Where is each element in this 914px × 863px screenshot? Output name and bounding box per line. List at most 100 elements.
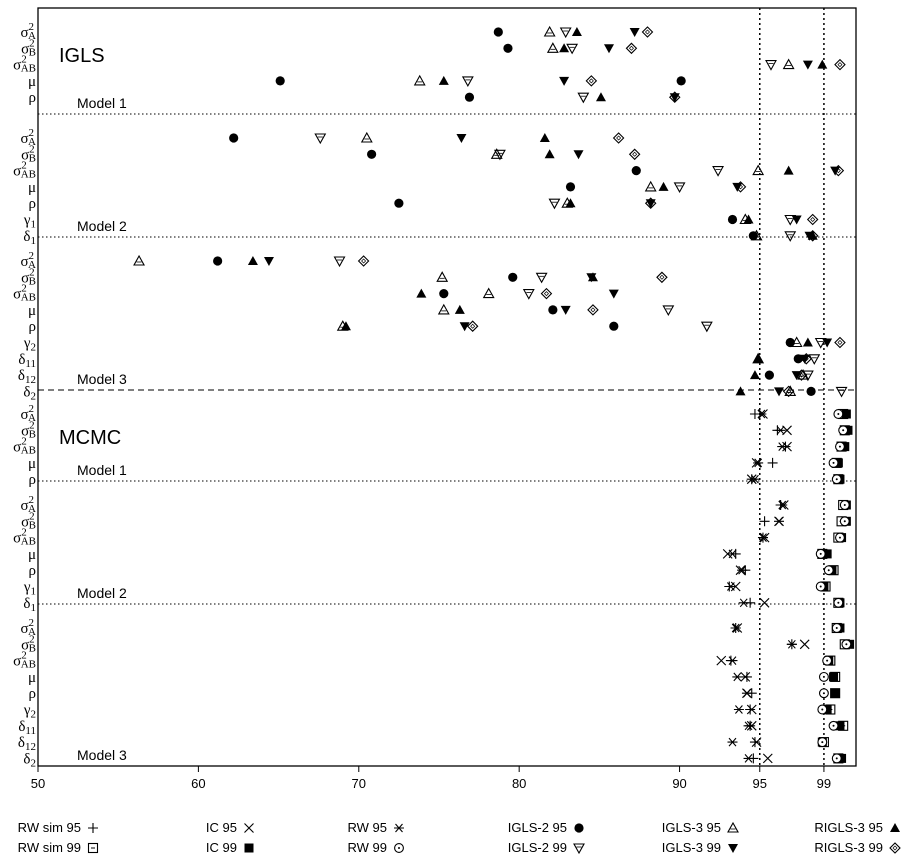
data-point	[644, 180, 657, 192]
param-label: σ2 B	[21, 266, 36, 287]
legend-marker	[244, 823, 254, 833]
data-point	[828, 457, 839, 468]
x-tick-label: 80	[512, 776, 526, 791]
data-point	[669, 93, 680, 103]
data-point	[535, 272, 548, 284]
model-label: Model 1	[77, 462, 127, 478]
param-label: δ2	[23, 384, 36, 402]
data-point	[644, 197, 657, 209]
legend-marker	[394, 843, 404, 853]
data-point	[641, 26, 654, 38]
param-label: σ2 B	[21, 633, 36, 654]
data-point	[835, 721, 845, 731]
data-point	[833, 409, 844, 419]
data-point	[808, 354, 821, 365]
data-point	[566, 43, 579, 55]
data-point	[464, 92, 475, 102]
data-point	[806, 213, 819, 226]
data-point	[835, 532, 845, 543]
data-point	[806, 386, 816, 396]
data-point	[490, 148, 503, 159]
data-point	[818, 688, 829, 699]
data-point	[548, 198, 561, 210]
data-point	[806, 230, 819, 242]
param-label: σ2 AB	[13, 283, 36, 304]
model-label: Model 2	[77, 218, 127, 234]
data-point	[830, 688, 840, 698]
x-tick-label: 95	[753, 776, 767, 791]
data-point	[775, 425, 786, 435]
data-point	[833, 597, 844, 608]
legend-label: IGLS-3 95	[662, 820, 721, 835]
data-point	[753, 353, 764, 363]
data-point	[573, 150, 584, 160]
data-point	[559, 43, 570, 53]
data-point	[745, 704, 756, 715]
param-label: δ12	[18, 368, 36, 386]
data-point	[544, 149, 555, 159]
data-point	[133, 254, 145, 266]
data-point	[662, 305, 675, 317]
data-point	[800, 353, 813, 365]
data-point	[712, 166, 724, 177]
data-point	[749, 737, 760, 748]
param-label: σ2 AB	[13, 527, 36, 548]
data-point	[439, 289, 449, 299]
data-point	[743, 754, 754, 763]
data-point	[774, 516, 785, 526]
param-label: γ1	[23, 213, 36, 231]
param-label: ρ	[29, 319, 37, 335]
data-point	[340, 321, 351, 331]
param-label: σ2 B	[21, 510, 36, 531]
data-point	[360, 131, 373, 143]
data-point	[275, 76, 285, 86]
data-point	[565, 182, 576, 192]
data-point	[777, 442, 788, 451]
data-point	[815, 548, 826, 559]
legend-label: IC 95	[206, 820, 237, 835]
section-title: IGLS	[59, 45, 105, 67]
param-label: σ2 AB	[13, 54, 36, 75]
legend-marker	[88, 823, 98, 833]
x-tick-label: 70	[352, 776, 366, 791]
param-label: σ2 AB	[13, 436, 36, 457]
data-point	[213, 256, 223, 266]
data-point	[612, 132, 625, 144]
data-point	[700, 321, 713, 333]
param-label: μ	[28, 670, 36, 686]
param-label: ρ	[29, 472, 37, 488]
data-point	[503, 43, 513, 53]
legend-label: RW sim 99	[18, 840, 81, 855]
legend-label: IGLS-2 95	[508, 820, 567, 835]
data-point	[831, 623, 842, 633]
data-point	[732, 672, 743, 682]
data-point	[831, 474, 842, 485]
data-point	[831, 753, 842, 764]
data-point	[357, 255, 370, 267]
param-label: σ2 B	[21, 419, 36, 440]
data-point	[743, 721, 754, 731]
legend-marker	[574, 823, 584, 833]
data-point	[732, 182, 743, 192]
data-point	[782, 385, 795, 398]
legend-marker	[890, 823, 900, 832]
data-point	[817, 59, 828, 69]
data-point	[830, 166, 841, 176]
data-point	[609, 321, 619, 331]
data-point	[740, 672, 751, 682]
data-point	[738, 598, 749, 608]
legend-label: RIGLS-3 99	[814, 840, 883, 855]
data-point	[436, 271, 449, 282]
legend-marker	[728, 844, 738, 853]
data-point	[416, 288, 427, 298]
data-point	[839, 500, 850, 510]
param-label: ρ	[29, 686, 37, 702]
data-point	[733, 705, 744, 714]
data-point	[727, 656, 738, 665]
data-point	[834, 58, 846, 71]
data-point	[333, 256, 346, 268]
data-point	[829, 672, 839, 682]
param-label: γ1	[23, 580, 36, 598]
param-label: σ2 A	[20, 250, 36, 271]
legend-marker	[394, 823, 404, 833]
